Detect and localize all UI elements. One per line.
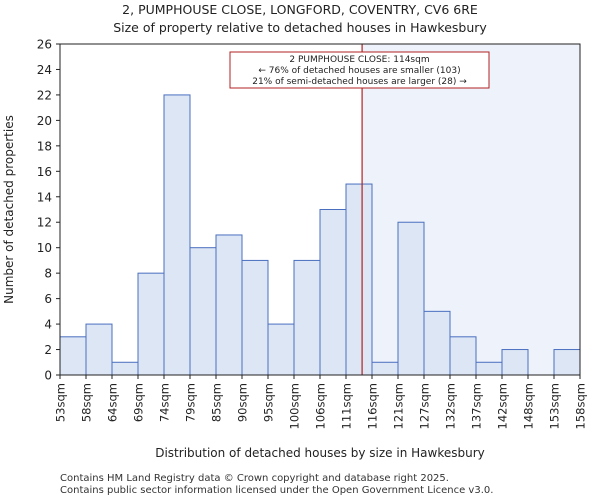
bar-79sqm bbox=[189, 247, 217, 376]
bar-69sqm bbox=[137, 272, 165, 376]
y-tick-label: 18 bbox=[37, 139, 52, 153]
y-tick-label: 0 bbox=[44, 369, 52, 383]
y-tick-label: 6 bbox=[44, 292, 52, 306]
plot-frame bbox=[59, 43, 581, 376]
footer-licence: Contains public sector information licen… bbox=[60, 485, 494, 496]
x-tick-label: 74sqm bbox=[158, 383, 172, 422]
y-tick-label: 4 bbox=[44, 318, 52, 332]
x-axis-label: Distribution of detached houses by size … bbox=[155, 446, 485, 460]
x-tick-label: 90sqm bbox=[236, 383, 250, 422]
x-tick-label: 58sqm bbox=[80, 383, 94, 422]
bar-53sqm bbox=[59, 336, 87, 376]
bar-106sqm bbox=[319, 209, 347, 376]
x-tick-label: 85sqm bbox=[210, 383, 224, 422]
x-tick-label: 148sqm bbox=[522, 383, 536, 429]
chart-subtitle: Size of property relative to detached ho… bbox=[113, 20, 487, 35]
x-tick-label: 153sqm bbox=[548, 383, 562, 429]
bar-58sqm bbox=[85, 323, 113, 376]
annotation-line-3: 21% of semi-detached houses are larger (… bbox=[252, 77, 467, 87]
x-tick-label: 132sqm bbox=[444, 383, 458, 429]
x-tick-label: 69sqm bbox=[132, 383, 146, 422]
x-tick-label: 111sqm bbox=[340, 383, 354, 429]
y-tick-label: 24 bbox=[37, 63, 52, 77]
bar-132sqm bbox=[449, 336, 477, 376]
y-tick-label: 8 bbox=[44, 267, 52, 281]
x-tick-label: 142sqm bbox=[496, 383, 510, 429]
x-tick-label: 64sqm bbox=[106, 383, 120, 422]
y-tick-label: 12 bbox=[37, 216, 52, 230]
bar-153sqm bbox=[553, 349, 581, 376]
x-tick-label: 158sqm bbox=[574, 383, 588, 429]
x-tick-label: 106sqm bbox=[314, 383, 328, 429]
x-tick-label: 137sqm bbox=[470, 383, 484, 429]
bar-121sqm bbox=[397, 221, 425, 376]
x-tick-label: 116sqm bbox=[366, 383, 380, 429]
y-tick-label: 2 bbox=[44, 343, 52, 357]
bar-127sqm bbox=[423, 310, 451, 376]
bar-111sqm bbox=[345, 183, 373, 376]
y-tick-label: 20 bbox=[37, 114, 52, 128]
y-tick-label: 16 bbox=[37, 165, 52, 179]
y-axis-label: Number of detached properties bbox=[2, 115, 16, 304]
x-tick-label: 79sqm bbox=[184, 383, 198, 422]
x-tick-label: 95sqm bbox=[262, 383, 276, 422]
bar-74sqm bbox=[163, 94, 191, 376]
x-tick-label: 121sqm bbox=[392, 383, 406, 429]
annotation-box: 2 PUMPHOUSE CLOSE: 114sqm ← 76% of detac… bbox=[229, 51, 490, 89]
bar-142sqm bbox=[501, 349, 529, 376]
bar-100sqm bbox=[293, 259, 321, 376]
y-tick-label: 10 bbox=[37, 241, 52, 255]
bar-85sqm bbox=[215, 234, 243, 376]
x-tick-label: 53sqm bbox=[54, 383, 68, 422]
annotation-line-1: 2 PUMPHOUSE CLOSE: 114sqm bbox=[289, 55, 429, 65]
annotation-line-2: ← 76% of detached houses are smaller (10… bbox=[258, 66, 460, 76]
bar-116sqm bbox=[371, 361, 399, 376]
bars-group bbox=[59, 94, 581, 376]
y-tick-label: 26 bbox=[37, 38, 52, 52]
bar-64sqm bbox=[111, 361, 139, 376]
y-tick-label: 14 bbox=[37, 190, 52, 204]
x-tick-label: 100sqm bbox=[288, 383, 302, 429]
footer-copyright: Contains HM Land Registry data © Crown c… bbox=[60, 473, 449, 484]
bar-90sqm bbox=[241, 259, 269, 376]
x-axis-ticks: 53sqm 58sqm 64sqm 69sqm 74sqm 79sqm 85sqm 90sqm… bbox=[54, 375, 588, 429]
larger-region-highlight bbox=[362, 44, 580, 375]
bar-95sqm bbox=[267, 323, 295, 376]
x-tick-label: 127sqm bbox=[418, 383, 432, 429]
chart-title: 2, PUMPHOUSE CLOSE, LONGFORD, COVENTRY, … bbox=[122, 2, 478, 17]
bar-137sqm bbox=[475, 361, 503, 376]
y-tick-label: 22 bbox=[37, 88, 52, 102]
annotation-frame bbox=[229, 51, 490, 89]
